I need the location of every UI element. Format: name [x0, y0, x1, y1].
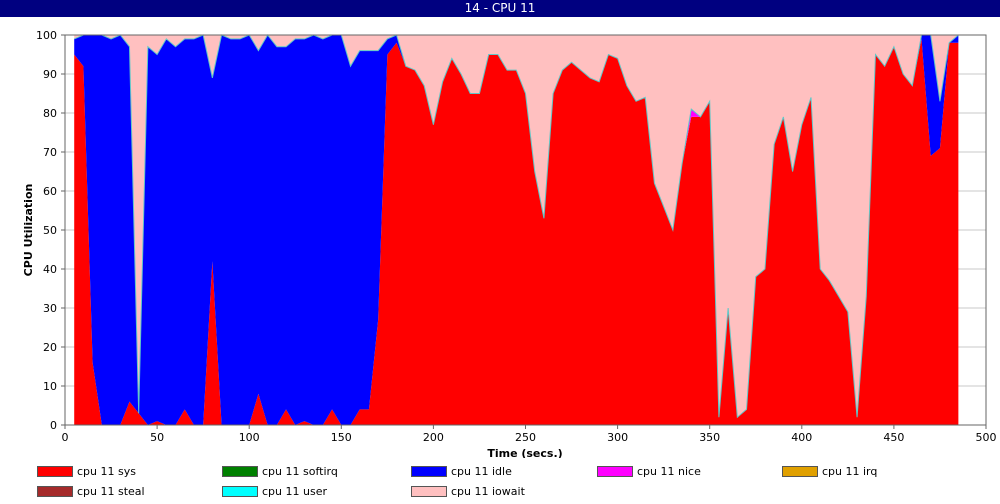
- series-area-cpu-11-idle: [74, 35, 959, 425]
- y-tick-label: 50: [43, 224, 57, 237]
- series-area-cpu-11-iowait: [74, 35, 959, 418]
- legend-swatch: [222, 486, 258, 497]
- legend-swatch: [782, 466, 818, 477]
- window-title-bar: 14 - CPU 11: [0, 0, 1000, 17]
- x-tick-label: 300: [607, 431, 628, 444]
- legend-label: cpu 11 iowait: [451, 485, 525, 498]
- window-title: 14 - CPU 11: [464, 1, 536, 15]
- y-tick-label: 100: [36, 29, 57, 42]
- legend-swatch: [222, 466, 258, 477]
- x-tick-label: 450: [883, 431, 904, 444]
- x-tick-label: 200: [423, 431, 444, 444]
- x-axis-label: Time (secs.): [487, 447, 562, 458]
- y-axis-label: CPU Utilization: [22, 184, 35, 277]
- legend-swatch: [597, 466, 633, 477]
- legend-swatch: [411, 466, 447, 477]
- legend-label: cpu 11 idle: [451, 465, 512, 478]
- x-tick-label: 350: [699, 431, 720, 444]
- legend-label: cpu 11 irq: [822, 465, 878, 478]
- legend-label: cpu 11 nice: [637, 465, 701, 478]
- y-tick-label: 0: [50, 419, 57, 432]
- series-areas: [74, 34, 959, 426]
- x-tick-label: 150: [331, 431, 352, 444]
- y-tick-label: 70: [43, 146, 57, 159]
- chart-legend: cpu 11 sys cpu 11 softirq cpu 11 idle cpu 1…: [0, 458, 1000, 504]
- x-tick-label: 100: [239, 431, 260, 444]
- x-tick-label: 0: [62, 431, 69, 444]
- legend-label: cpu 11 softirq: [262, 465, 338, 478]
- legend-label: cpu 11 user: [262, 485, 327, 498]
- legend-swatch: [411, 486, 447, 497]
- y-tick-label: 40: [43, 263, 57, 276]
- cpu-utilization-chart: 0 10 20 30 40 50 60 70 80 90 100 0 50 100 150 200 250 300…: [22, 29, 997, 458]
- x-tick-label: 500: [976, 431, 997, 444]
- legend-label: cpu 11 steal: [77, 485, 145, 498]
- series-area-cpu-11-sys: [74, 38, 959, 426]
- legend-label: cpu 11 sys: [77, 465, 136, 478]
- x-tick-label: 250: [515, 431, 536, 444]
- y-tick-label: 20: [43, 341, 57, 354]
- y-tick-label: 90: [43, 68, 57, 81]
- y-tick-label: 30: [43, 302, 57, 315]
- legend-swatch: [37, 466, 73, 477]
- y-tick-label: 60: [43, 185, 57, 198]
- x-tick-label: 50: [150, 431, 164, 444]
- y-tick-label: 80: [43, 107, 57, 120]
- y-tick-label: 10: [43, 380, 57, 393]
- x-tick-label: 400: [791, 431, 812, 444]
- legend-swatch: [37, 486, 73, 497]
- axes: 0 10 20 30 40 50 60 70 80 90 100 0 50 100 150 200 250 300…: [36, 29, 997, 444]
